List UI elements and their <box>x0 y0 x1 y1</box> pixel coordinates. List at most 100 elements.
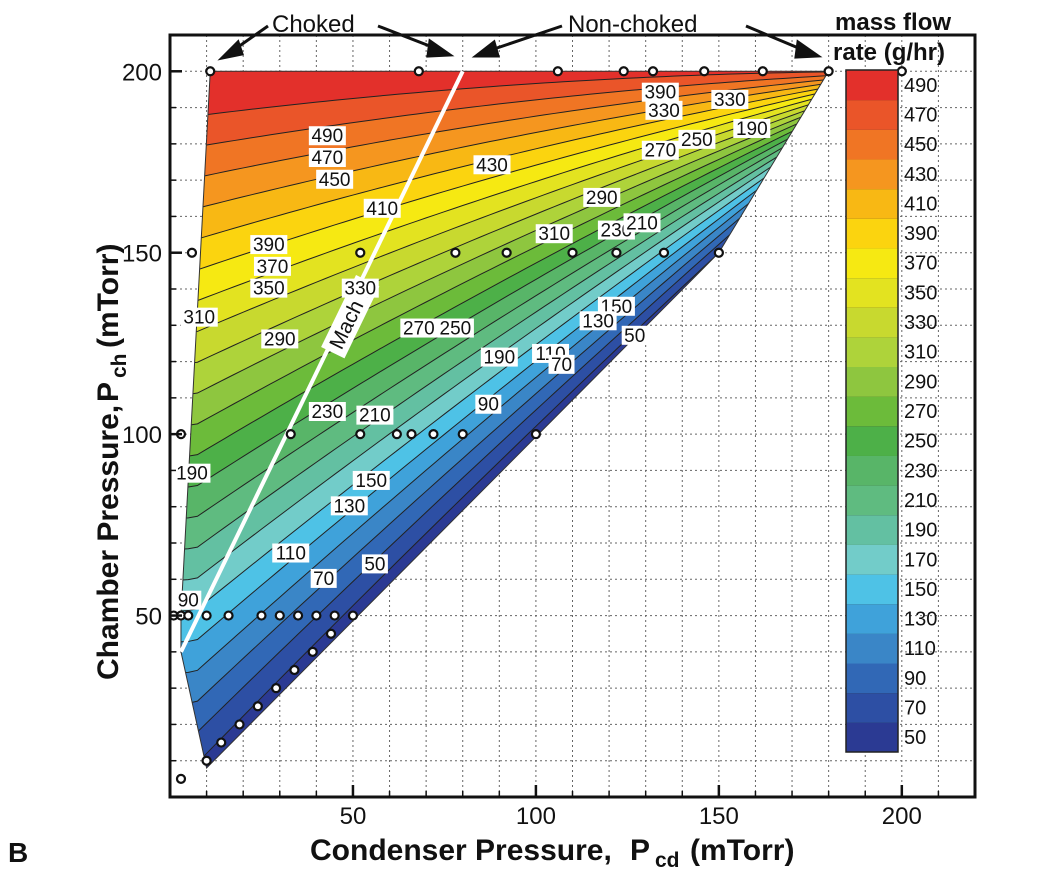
colorbar-label: 410 <box>904 193 937 215</box>
contour-band <box>180 71 829 118</box>
mach1-line <box>179 70 465 653</box>
contour-label-text: 50 <box>364 554 385 575</box>
contour-label-text: 270 <box>644 141 676 162</box>
y-tick-label: 150 <box>122 241 162 268</box>
contour-label-text: 370 <box>257 257 289 278</box>
colorbar-swatch <box>846 485 898 516</box>
contour-label: 390 <box>250 235 288 256</box>
data-point <box>325 628 337 639</box>
colorbar-label: 90 <box>904 668 926 690</box>
contour-line <box>180 101 829 427</box>
contour-label: 130 <box>330 496 368 517</box>
contour-line <box>180 107 829 489</box>
colorbar-label: 310 <box>904 342 937 364</box>
contour-label: 290 <box>261 329 299 350</box>
contour-line <box>180 74 829 149</box>
contour-label: 310 <box>535 224 573 245</box>
data-point <box>647 66 659 77</box>
colorbar-label: 170 <box>904 549 937 571</box>
colorbar-swatch <box>846 158 898 190</box>
contour-label-text: 70 <box>313 569 334 590</box>
colorbar-label: 190 <box>904 520 937 542</box>
contour-label-text: 50 <box>624 326 645 347</box>
colorbar-label: 70 <box>904 698 926 720</box>
data-point <box>186 247 198 258</box>
contour-line <box>180 128 829 705</box>
contour-label: 270 <box>400 318 438 340</box>
data-point <box>757 66 768 77</box>
colorbar-swatch <box>846 455 898 486</box>
data-point <box>413 66 424 77</box>
data-point <box>216 737 227 748</box>
x-tick-label: 150 <box>699 803 739 830</box>
colorbar-swatch <box>846 99 898 130</box>
colorbar-swatch <box>846 366 898 397</box>
colorbar-label: 110 <box>904 638 936 660</box>
data-point <box>406 429 417 440</box>
data-point <box>713 247 724 258</box>
contour-label-text: 350 <box>253 279 285 300</box>
contour-label: 270 <box>641 140 679 162</box>
data-point <box>457 429 468 440</box>
contour-label: 90 <box>175 590 202 612</box>
y-tick-label: 50 <box>135 604 162 631</box>
contour-label: 330 <box>341 278 379 300</box>
contour-label: 130 <box>579 311 617 332</box>
data-point <box>552 66 563 77</box>
data-point <box>450 247 461 258</box>
y-axis-symbol: P <box>92 382 125 402</box>
contour-band <box>180 71 829 149</box>
data-point <box>699 66 710 77</box>
contour-label: 330 <box>711 89 749 111</box>
data-point <box>205 66 216 77</box>
y-tick-label: 200 <box>122 59 162 86</box>
data-point <box>234 719 245 730</box>
contour-label: 90 <box>475 394 502 416</box>
plot-frame: 50 100 150 200 50 100 150 200 <box>122 33 977 830</box>
colorbar-swatch <box>846 514 898 545</box>
data-point <box>347 610 359 621</box>
contour-label: 250 <box>436 318 474 340</box>
contour-label-text: 250 <box>681 130 713 151</box>
data-point <box>391 429 402 440</box>
data-point <box>271 683 282 694</box>
contour-label-text: 310 <box>538 224 570 245</box>
contour-label-text: 470 <box>311 148 343 169</box>
contour-label: 190 <box>480 347 518 369</box>
colorbar-label: 250 <box>904 431 937 453</box>
contour-label: 410 <box>363 198 401 220</box>
contour-label-text: 330 <box>344 279 376 300</box>
colorbar-swatch <box>846 307 898 338</box>
data-point <box>567 247 578 258</box>
colorbar-label: 450 <box>904 134 937 156</box>
data-point <box>252 701 263 712</box>
data-point <box>175 773 187 784</box>
colorbar-title-line1: mass flow <box>835 9 951 36</box>
data-point <box>274 610 285 621</box>
x-axis-title: Condenser Pressure, <box>310 834 612 867</box>
colorbar-swatch <box>846 603 898 634</box>
contour-label-text: 250 <box>440 319 472 340</box>
colorbar-swatch <box>846 663 898 694</box>
data-point <box>183 610 194 621</box>
colorbar-swatch <box>846 633 898 664</box>
contour-label: 150 <box>352 470 390 492</box>
data-point <box>289 664 300 676</box>
colorbar-label: 430 <box>904 164 937 186</box>
colorbar-swatch <box>846 277 898 308</box>
annotation-choked: Choked <box>272 11 355 38</box>
colorbar-label: 290 <box>904 371 937 393</box>
contour-label: 390 <box>641 82 679 104</box>
colorbar-swatch <box>846 396 898 427</box>
colorbar-label: 150 <box>904 579 937 601</box>
contour-label-text: 210 <box>359 406 391 427</box>
x-tick-label: 50 <box>340 803 367 830</box>
contour-label: 470 <box>308 148 346 169</box>
x-axis-subscript: cd <box>655 849 680 867</box>
data-point <box>201 610 212 621</box>
contour-label-text: 390 <box>644 83 676 104</box>
contour-label-text: 190 <box>176 464 208 485</box>
colorbar-label: 390 <box>904 223 937 245</box>
